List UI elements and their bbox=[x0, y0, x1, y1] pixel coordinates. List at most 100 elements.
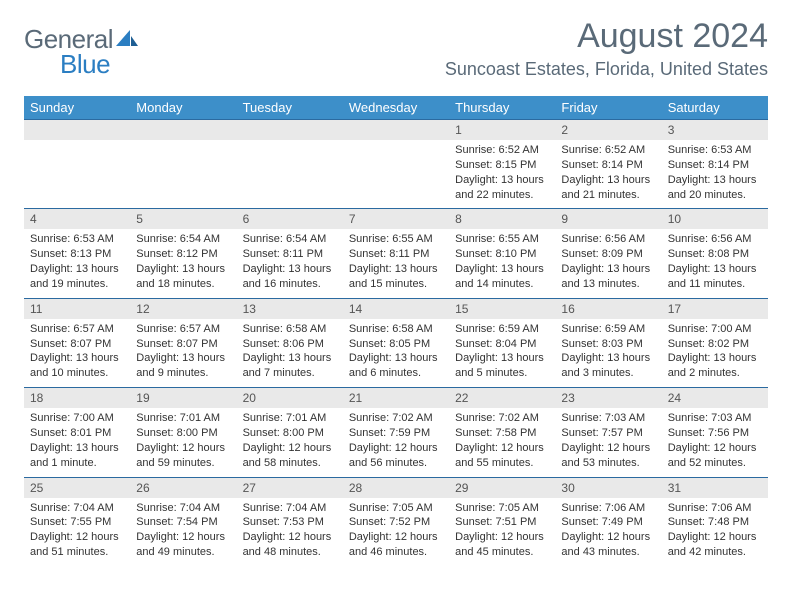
day-cell: 27Sunrise: 7:04 AMSunset: 7:53 PMDayligh… bbox=[237, 477, 343, 566]
daylight-text: Daylight: 12 hours and 49 minutes. bbox=[136, 530, 230, 560]
day-details: Sunrise: 6:57 AMSunset: 8:07 PMDaylight:… bbox=[24, 319, 130, 387]
day-cell: 13Sunrise: 6:58 AMSunset: 8:06 PMDayligh… bbox=[237, 298, 343, 387]
day-cell: 24Sunrise: 7:03 AMSunset: 7:56 PMDayligh… bbox=[662, 388, 768, 477]
day-number: 18 bbox=[24, 388, 130, 408]
sunrise-text: Sunrise: 7:02 AM bbox=[455, 411, 549, 426]
day-number: 12 bbox=[130, 299, 236, 319]
daylight-text: Daylight: 13 hours and 13 minutes. bbox=[561, 262, 655, 292]
sunrise-text: Sunrise: 7:04 AM bbox=[30, 501, 124, 516]
day-cell: 10Sunrise: 6:56 AMSunset: 8:08 PMDayligh… bbox=[662, 209, 768, 298]
daylight-text: Daylight: 13 hours and 9 minutes. bbox=[136, 351, 230, 381]
sunrise-text: Sunrise: 6:52 AM bbox=[455, 143, 549, 158]
day-cell: 14Sunrise: 6:58 AMSunset: 8:05 PMDayligh… bbox=[343, 298, 449, 387]
day-details: Sunrise: 7:05 AMSunset: 7:52 PMDaylight:… bbox=[343, 498, 449, 566]
sunset-text: Sunset: 8:05 PM bbox=[349, 337, 443, 352]
sunrise-text: Sunrise: 6:59 AM bbox=[561, 322, 655, 337]
daylight-text: Daylight: 13 hours and 6 minutes. bbox=[349, 351, 443, 381]
day-details: Sunrise: 6:59 AMSunset: 8:03 PMDaylight:… bbox=[555, 319, 661, 387]
sunrise-text: Sunrise: 7:04 AM bbox=[243, 501, 337, 516]
sunset-text: Sunset: 8:04 PM bbox=[455, 337, 549, 352]
sunset-text: Sunset: 8:15 PM bbox=[455, 158, 549, 173]
sunrise-text: Sunrise: 6:54 AM bbox=[136, 232, 230, 247]
day-details: Sunrise: 7:00 AMSunset: 8:02 PMDaylight:… bbox=[662, 319, 768, 387]
day-cell: 29Sunrise: 7:05 AMSunset: 7:51 PMDayligh… bbox=[449, 477, 555, 566]
sunset-text: Sunset: 8:07 PM bbox=[30, 337, 124, 352]
sunset-text: Sunset: 8:02 PM bbox=[668, 337, 762, 352]
sunset-text: Sunset: 8:00 PM bbox=[136, 426, 230, 441]
sunrise-text: Sunrise: 7:01 AM bbox=[136, 411, 230, 426]
sunset-text: Sunset: 8:13 PM bbox=[30, 247, 124, 262]
sunrise-text: Sunrise: 6:58 AM bbox=[349, 322, 443, 337]
day-number: 8 bbox=[449, 209, 555, 229]
sunrise-text: Sunrise: 7:06 AM bbox=[668, 501, 762, 516]
day-details: Sunrise: 6:52 AMSunset: 8:15 PMDaylight:… bbox=[449, 140, 555, 208]
day-header: Friday bbox=[555, 96, 661, 120]
sunset-text: Sunset: 8:10 PM bbox=[455, 247, 549, 262]
day-number: 3 bbox=[662, 120, 768, 140]
sunrise-text: Sunrise: 7:00 AM bbox=[668, 322, 762, 337]
day-details: Sunrise: 6:54 AMSunset: 8:11 PMDaylight:… bbox=[237, 229, 343, 297]
day-number: 6 bbox=[237, 209, 343, 229]
day-details: Sunrise: 7:02 AMSunset: 7:58 PMDaylight:… bbox=[449, 408, 555, 476]
daylight-text: Daylight: 12 hours and 58 minutes. bbox=[243, 441, 337, 471]
day-cell bbox=[343, 120, 449, 209]
day-details: Sunrise: 7:04 AMSunset: 7:55 PMDaylight:… bbox=[24, 498, 130, 566]
title-block: August 2024 Suncoast Estates, Florida, U… bbox=[445, 18, 768, 80]
day-number: 11 bbox=[24, 299, 130, 319]
sunrise-text: Sunrise: 6:56 AM bbox=[668, 232, 762, 247]
daylight-text: Daylight: 13 hours and 5 minutes. bbox=[455, 351, 549, 381]
day-cell: 28Sunrise: 7:05 AMSunset: 7:52 PMDayligh… bbox=[343, 477, 449, 566]
sunrise-text: Sunrise: 6:53 AM bbox=[668, 143, 762, 158]
day-details: Sunrise: 7:00 AMSunset: 8:01 PMDaylight:… bbox=[24, 408, 130, 476]
sunrise-text: Sunrise: 6:55 AM bbox=[349, 232, 443, 247]
day-details: Sunrise: 6:55 AMSunset: 8:10 PMDaylight:… bbox=[449, 229, 555, 297]
day-number: 15 bbox=[449, 299, 555, 319]
day-number: 19 bbox=[130, 388, 236, 408]
daylight-text: Daylight: 13 hours and 14 minutes. bbox=[455, 262, 549, 292]
week-row: 1Sunrise: 6:52 AMSunset: 8:15 PMDaylight… bbox=[24, 120, 768, 209]
day-number-empty bbox=[24, 120, 130, 140]
sunset-text: Sunset: 8:14 PM bbox=[561, 158, 655, 173]
day-number: 7 bbox=[343, 209, 449, 229]
sunset-text: Sunset: 7:53 PM bbox=[243, 515, 337, 530]
day-number: 26 bbox=[130, 478, 236, 498]
day-number-empty bbox=[237, 120, 343, 140]
day-number: 28 bbox=[343, 478, 449, 498]
day-cell: 19Sunrise: 7:01 AMSunset: 8:00 PMDayligh… bbox=[130, 388, 236, 477]
daylight-text: Daylight: 13 hours and 16 minutes. bbox=[243, 262, 337, 292]
sunrise-text: Sunrise: 7:06 AM bbox=[561, 501, 655, 516]
sunrise-text: Sunrise: 6:53 AM bbox=[30, 232, 124, 247]
daylight-text: Daylight: 13 hours and 18 minutes. bbox=[136, 262, 230, 292]
month-title: August 2024 bbox=[445, 18, 768, 55]
sunset-text: Sunset: 7:55 PM bbox=[30, 515, 124, 530]
daylight-text: Daylight: 12 hours and 48 minutes. bbox=[243, 530, 337, 560]
day-cell: 26Sunrise: 7:04 AMSunset: 7:54 PMDayligh… bbox=[130, 477, 236, 566]
sunrise-text: Sunrise: 7:05 AM bbox=[455, 501, 549, 516]
day-details: Sunrise: 6:58 AMSunset: 8:05 PMDaylight:… bbox=[343, 319, 449, 387]
sunset-text: Sunset: 7:48 PM bbox=[668, 515, 762, 530]
daylight-text: Daylight: 13 hours and 22 minutes. bbox=[455, 173, 549, 203]
sunset-text: Sunset: 8:03 PM bbox=[561, 337, 655, 352]
day-details: Sunrise: 6:56 AMSunset: 8:08 PMDaylight:… bbox=[662, 229, 768, 297]
day-details: Sunrise: 7:01 AMSunset: 8:00 PMDaylight:… bbox=[237, 408, 343, 476]
day-number: 2 bbox=[555, 120, 661, 140]
daylight-text: Daylight: 13 hours and 3 minutes. bbox=[561, 351, 655, 381]
day-number: 17 bbox=[662, 299, 768, 319]
sunset-text: Sunset: 7:51 PM bbox=[455, 515, 549, 530]
daylight-text: Daylight: 12 hours and 52 minutes. bbox=[668, 441, 762, 471]
day-number-empty bbox=[343, 120, 449, 140]
sunset-text: Sunset: 7:52 PM bbox=[349, 515, 443, 530]
day-header: Monday bbox=[130, 96, 236, 120]
daylight-text: Daylight: 12 hours and 46 minutes. bbox=[349, 530, 443, 560]
sunset-text: Sunset: 7:57 PM bbox=[561, 426, 655, 441]
day-cell: 18Sunrise: 7:00 AMSunset: 8:01 PMDayligh… bbox=[24, 388, 130, 477]
day-details: Sunrise: 7:04 AMSunset: 7:53 PMDaylight:… bbox=[237, 498, 343, 566]
day-header: Wednesday bbox=[343, 96, 449, 120]
sunrise-text: Sunrise: 7:03 AM bbox=[668, 411, 762, 426]
day-number: 9 bbox=[555, 209, 661, 229]
sunset-text: Sunset: 7:59 PM bbox=[349, 426, 443, 441]
day-number: 22 bbox=[449, 388, 555, 408]
brand-part2: Blue bbox=[60, 49, 110, 79]
day-details: Sunrise: 6:53 AMSunset: 8:14 PMDaylight:… bbox=[662, 140, 768, 208]
daylight-text: Daylight: 13 hours and 19 minutes. bbox=[30, 262, 124, 292]
